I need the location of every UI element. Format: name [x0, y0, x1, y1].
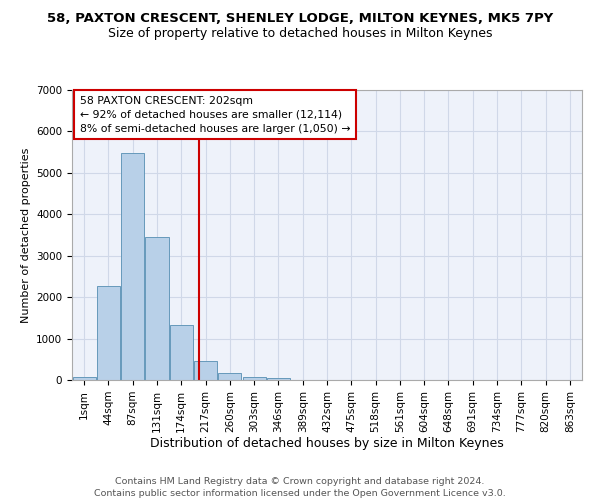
Bar [73, 377, 95, 380]
Text: 58, PAXTON CRESCENT, SHENLEY LODGE, MILTON KEYNES, MK5 7PY: 58, PAXTON CRESCENT, SHENLEY LODGE, MILT… [47, 12, 553, 26]
Text: 58 PAXTON CRESCENT: 202sqm
← 92% of detached houses are smaller (12,114)
8% of s: 58 PAXTON CRESCENT: 202sqm ← 92% of deta… [80, 96, 350, 134]
Bar [145, 237, 169, 380]
Bar [267, 378, 290, 380]
Y-axis label: Number of detached properties: Number of detached properties [20, 148, 31, 322]
Text: Size of property relative to detached houses in Milton Keynes: Size of property relative to detached ho… [108, 28, 492, 40]
Bar [170, 326, 193, 380]
Bar [97, 286, 120, 380]
Bar [218, 374, 241, 380]
Bar [194, 361, 217, 380]
Text: Contains HM Land Registry data © Crown copyright and database right 2024.
Contai: Contains HM Land Registry data © Crown c… [94, 476, 506, 498]
Bar [242, 376, 266, 380]
Bar [121, 153, 144, 380]
X-axis label: Distribution of detached houses by size in Milton Keynes: Distribution of detached houses by size … [150, 438, 504, 450]
